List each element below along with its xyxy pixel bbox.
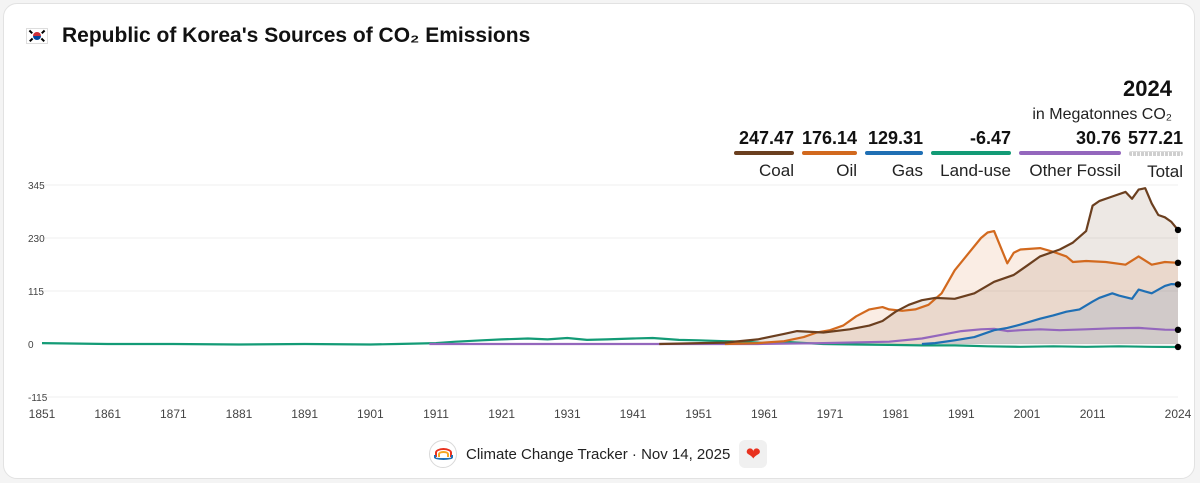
legend-value-gas: 129.31 bbox=[867, 128, 923, 148]
south-korea-flag-icon bbox=[26, 28, 48, 44]
y-tick-label: 230 bbox=[28, 234, 45, 245]
x-tick-label: 1861 bbox=[94, 407, 121, 421]
legend-value-land-use: -6.47 bbox=[969, 128, 1011, 148]
legend: 247.47 Coal 176.14 Oil 129.31 Gas -6.47 … bbox=[734, 126, 1183, 182]
y-tick-label: -115 bbox=[28, 393, 48, 404]
series-line-gas bbox=[921, 283, 1179, 346]
x-tick-label: 1951 bbox=[685, 407, 712, 421]
x-tick-label: 1971 bbox=[817, 407, 844, 421]
endpoint-land-use bbox=[1174, 343, 1182, 351]
legend-label-oil: Oil bbox=[836, 161, 857, 180]
legend-swatch-gas bbox=[865, 151, 923, 155]
x-tick-label: 1891 bbox=[291, 407, 318, 421]
series-line-land-use bbox=[41, 336, 1179, 349]
x-tick-label: 1931 bbox=[554, 407, 581, 421]
x-tick-label: 1911 bbox=[423, 407, 449, 421]
chart-grid bbox=[42, 184, 1178, 398]
x-tick-label: 2024 bbox=[1165, 407, 1192, 421]
legend-item-other-fossil[interactable]: 30.76 Other Fossil bbox=[1019, 126, 1121, 182]
legend-label-coal: Coal bbox=[759, 161, 794, 180]
legend-swatch-coal bbox=[734, 151, 794, 155]
legend-label-total: Total bbox=[1147, 162, 1183, 181]
series-line-coal bbox=[659, 187, 1179, 346]
chart-card: Republic of Korea's Sources of CO₂ Emiss… bbox=[3, 3, 1195, 479]
header: Republic of Korea's Sources of CO₂ Emiss… bbox=[26, 24, 530, 48]
legend-swatch-total bbox=[1129, 151, 1183, 156]
legend-value-coal: 247.47 bbox=[738, 128, 794, 148]
legend-value-oil: 176.14 bbox=[801, 128, 857, 148]
x-tick-label: 1851 bbox=[29, 407, 56, 421]
x-tick-label: 1871 bbox=[160, 407, 187, 421]
y-axis: -115 0 115 230 345 bbox=[28, 181, 48, 404]
legend-unit: in Megatonnes CO₂ bbox=[1032, 106, 1172, 123]
x-tick-label: 1981 bbox=[882, 407, 909, 421]
chart-lines bbox=[41, 187, 1179, 349]
area-oil bbox=[724, 231, 1178, 344]
legend-value-other-fossil: 30.76 bbox=[1075, 128, 1121, 148]
legend-label-other-fossil: Other Fossil bbox=[1029, 161, 1121, 180]
y-tick-label: 345 bbox=[28, 181, 45, 192]
legend-item-coal[interactable]: 247.47 Coal bbox=[734, 126, 794, 182]
endpoint-other-fossil bbox=[1174, 326, 1182, 334]
legend-swatch-land-use bbox=[931, 151, 1011, 155]
area-coal bbox=[659, 188, 1178, 344]
chart-endpoints bbox=[1174, 226, 1182, 351]
legend-item-total[interactable]: 577.21 Total bbox=[1127, 126, 1183, 182]
chart-areas bbox=[659, 188, 1178, 344]
series-line-oil bbox=[724, 230, 1179, 346]
x-tick-label: 1901 bbox=[357, 407, 384, 421]
endpoint-oil bbox=[1174, 259, 1182, 267]
x-tick-label: 1921 bbox=[488, 407, 515, 421]
legend-item-gas[interactable]: 129.31 Gas bbox=[865, 126, 923, 182]
heart-icon: ❤ bbox=[745, 443, 761, 464]
legend-swatch-oil bbox=[802, 151, 857, 155]
legend-item-land-use[interactable]: -6.47 Land-use bbox=[931, 126, 1011, 182]
y-tick-label: 0 bbox=[28, 340, 34, 351]
endpoint-gas bbox=[1174, 281, 1182, 288]
legend-label-land-use: Land-use bbox=[940, 161, 1011, 180]
x-axis: 1851 1861 1871 1881 1891 1901 1911 1921 1931 1941… bbox=[29, 407, 1192, 421]
footer-source: Climate Change Tracker · Nov 14, 2025 bbox=[466, 445, 731, 463]
climate-change-tracker-logo-icon bbox=[429, 440, 457, 468]
footer: Climate Change Tracker · Nov 14, 2025 ❤ bbox=[429, 440, 768, 468]
x-tick-label: 2001 bbox=[1014, 407, 1041, 421]
legend-label-gas: Gas bbox=[891, 161, 923, 180]
legend-item-oil[interactable]: 176.14 Oil bbox=[802, 126, 857, 182]
x-tick-label: 1961 bbox=[751, 407, 778, 421]
legend-swatch-other-fossil bbox=[1019, 151, 1121, 155]
x-tick-label: 2011 bbox=[1080, 407, 1106, 421]
endpoint-coal bbox=[1174, 226, 1182, 234]
x-tick-label: 1991 bbox=[948, 407, 975, 421]
x-tick-label: 1941 bbox=[620, 407, 647, 421]
x-tick-label: 1881 bbox=[226, 407, 253, 421]
y-tick-label: 115 bbox=[28, 287, 44, 298]
like-button[interactable]: ❤ bbox=[739, 440, 768, 468]
legend-value-total: 577.21 bbox=[1127, 128, 1183, 148]
page-title: Republic of Korea's Sources of CO₂ Emiss… bbox=[62, 24, 531, 47]
legend-year: 2024 bbox=[1123, 76, 1172, 101]
